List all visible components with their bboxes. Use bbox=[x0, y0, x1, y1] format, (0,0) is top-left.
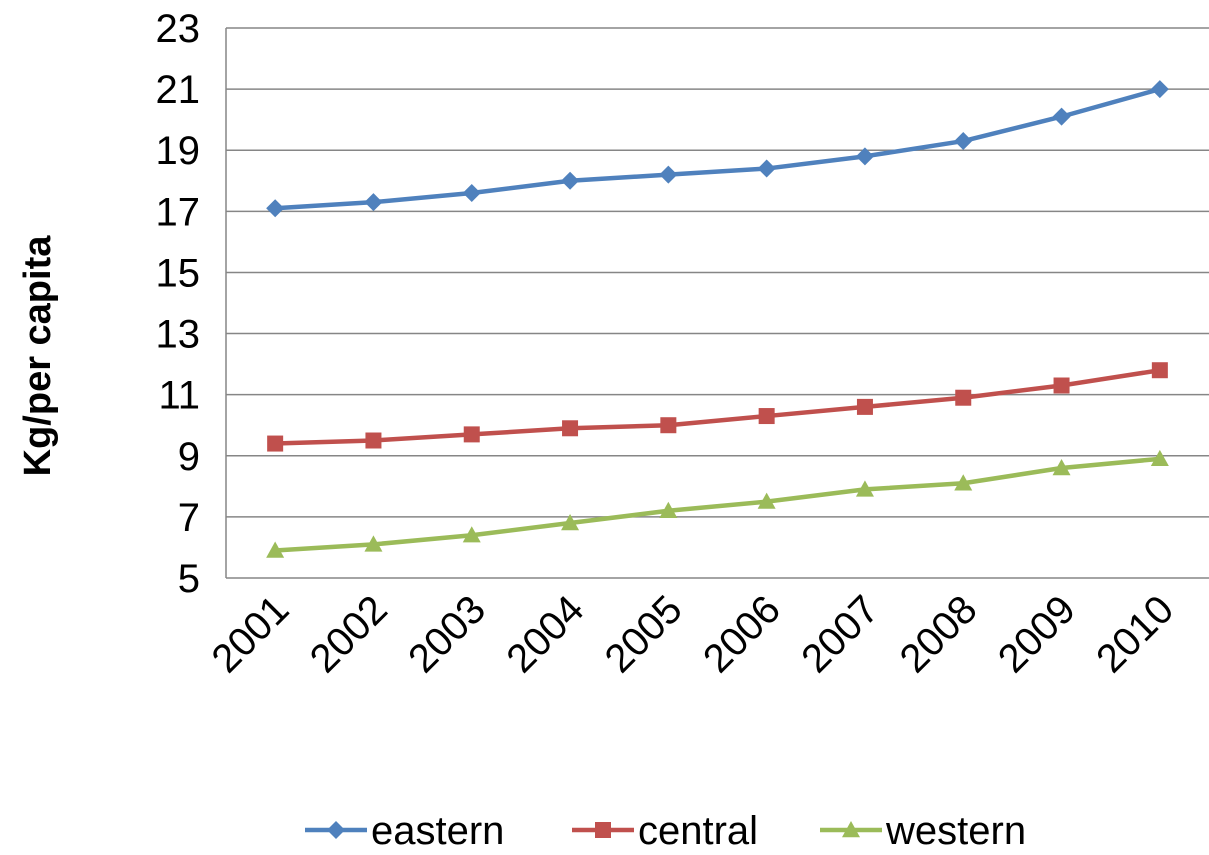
y-tick-label: 13 bbox=[156, 313, 201, 357]
y-tick-label: 5 bbox=[178, 557, 200, 601]
data-point-eastern bbox=[266, 199, 285, 218]
series-line-central bbox=[275, 367, 1161, 446]
data-point-eastern bbox=[462, 184, 481, 202]
x-tick-labels: 2001 2002 2003 2004 2005 2006 2007 2008 2009 2010 bbox=[203, 587, 1182, 681]
legend-item-eastern[interactable]: eastern bbox=[305, 809, 504, 853]
series-eastern bbox=[266, 80, 1169, 218]
data-point-western bbox=[1150, 449, 1169, 467]
data-point-eastern bbox=[757, 159, 776, 178]
x-tick-label: 2006 bbox=[695, 587, 789, 681]
legend-item-western[interactable]: western bbox=[820, 809, 1026, 853]
x-tick-label: 2003 bbox=[400, 587, 494, 681]
data-point-eastern bbox=[1052, 107, 1071, 126]
data-point-central bbox=[856, 398, 873, 415]
data-point-eastern bbox=[855, 147, 874, 166]
data-point-eastern bbox=[659, 165, 678, 184]
series-line-western bbox=[275, 456, 1161, 553]
legend-label: eastern bbox=[371, 809, 504, 850]
x-tick-label: 2005 bbox=[597, 587, 691, 681]
data-point-eastern bbox=[561, 171, 580, 190]
data-point-central bbox=[1151, 362, 1168, 379]
y-tick-label: 7 bbox=[178, 496, 200, 540]
series-central bbox=[267, 362, 1168, 452]
data-point-central bbox=[562, 420, 579, 437]
data-point-western bbox=[855, 480, 874, 497]
legend-label: western bbox=[885, 809, 1026, 850]
data-point-central bbox=[267, 435, 284, 452]
x-tick-label: 2007 bbox=[793, 587, 887, 681]
data-point-central bbox=[955, 389, 972, 406]
y-tick-labels: 5 7 9 11 13 15 17 19 21 23 bbox=[156, 7, 201, 601]
data-point-western bbox=[364, 535, 383, 552]
data-point-central bbox=[365, 432, 382, 449]
x-tick-label: 2004 bbox=[498, 587, 592, 681]
y-tick-label: 15 bbox=[156, 251, 201, 295]
legend-marker-western bbox=[842, 821, 860, 838]
data-point-western bbox=[954, 474, 973, 491]
y-axis-label: Kg/per capita bbox=[17, 235, 59, 477]
data-point-central bbox=[660, 417, 677, 434]
series-group bbox=[266, 80, 1169, 558]
data-point-eastern bbox=[1150, 80, 1169, 99]
x-tick-label: 2009 bbox=[990, 587, 1084, 681]
legend-label: central bbox=[638, 809, 758, 850]
y-tick-label: 21 bbox=[156, 68, 201, 112]
y-tick-label: 23 bbox=[156, 7, 201, 51]
legend-marker-central bbox=[595, 822, 611, 838]
legend-marker-eastern bbox=[327, 821, 345, 839]
legend[interactable]: eastern central western bbox=[305, 809, 1026, 853]
data-point-western bbox=[1052, 459, 1071, 476]
x-tick-label: 2010 bbox=[1088, 587, 1182, 681]
y-tick-label: 11 bbox=[158, 374, 200, 418]
axes bbox=[225, 28, 1209, 579]
data-point-western bbox=[561, 514, 580, 531]
x-tick-label: 2001 bbox=[203, 587, 297, 681]
y-tick-label: 17 bbox=[156, 190, 201, 234]
data-point-western bbox=[757, 492, 776, 509]
series-western bbox=[266, 449, 1169, 558]
y-tick-label: 19 bbox=[156, 129, 201, 173]
data-point-central bbox=[463, 426, 480, 443]
y-tick-label: 9 bbox=[178, 435, 200, 479]
data-point-central bbox=[758, 408, 775, 425]
x-tick-label: 2008 bbox=[892, 587, 986, 681]
series-line-eastern bbox=[275, 86, 1161, 211]
data-point-western bbox=[462, 526, 481, 543]
data-point-western bbox=[659, 501, 678, 518]
legend-item-central[interactable]: central bbox=[572, 809, 758, 853]
data-point-central bbox=[1053, 377, 1070, 394]
data-point-eastern bbox=[364, 193, 383, 212]
data-point-western bbox=[266, 541, 285, 558]
gridlines bbox=[226, 27, 1209, 518]
x-tick-label: 2002 bbox=[302, 587, 396, 681]
data-point-eastern bbox=[954, 132, 973, 151]
